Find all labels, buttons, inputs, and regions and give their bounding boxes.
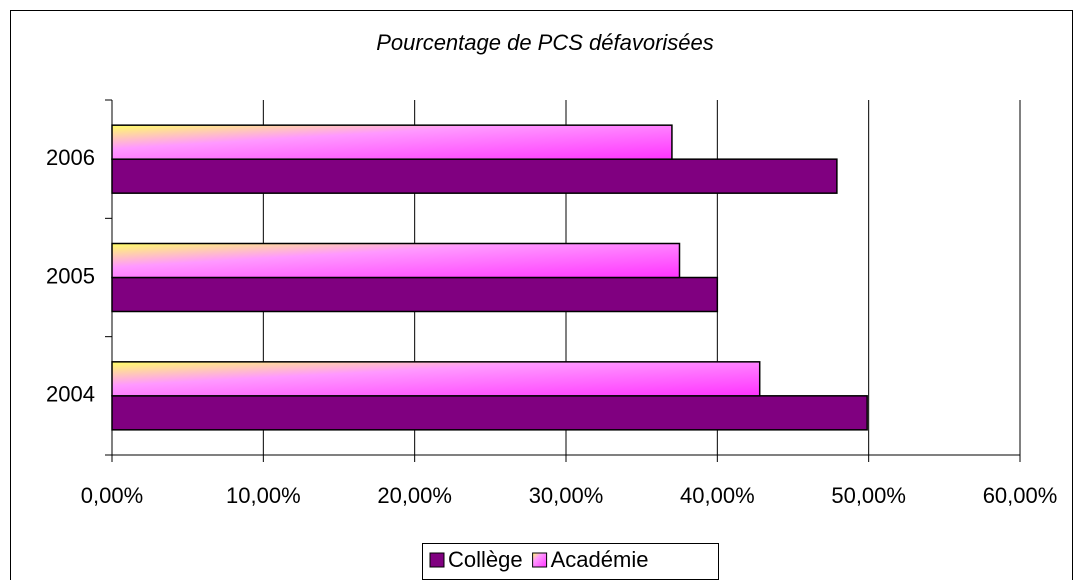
legend-swatch bbox=[532, 552, 548, 568]
x-tick-label: 20,00% bbox=[377, 483, 452, 508]
chart-title: Pourcentage de PCS défavorisées bbox=[376, 30, 714, 55]
bar bbox=[111, 361, 761, 397]
x-tick-label: 30,00% bbox=[529, 483, 604, 508]
bar bbox=[111, 158, 838, 194]
bar bbox=[111, 124, 673, 160]
x-tick-label: 0,00% bbox=[81, 483, 143, 508]
legend-frame bbox=[422, 543, 719, 580]
legend-label: Académie bbox=[551, 547, 649, 572]
legend: Collège Académie bbox=[422, 543, 719, 580]
y-tick-label: 2006 bbox=[46, 145, 95, 170]
bar bbox=[111, 276, 719, 313]
x-tick-label: 50,00% bbox=[831, 483, 906, 508]
x-tick-label: 10,00% bbox=[226, 483, 301, 508]
bar bbox=[111, 242, 681, 279]
y-tick-label: 2005 bbox=[46, 263, 95, 288]
y-tick-label: 2004 bbox=[46, 382, 95, 407]
x-tick-label: 60,00% bbox=[983, 483, 1058, 508]
bar bbox=[111, 395, 868, 431]
legend-label: Collège bbox=[448, 547, 523, 572]
legend-swatch bbox=[429, 552, 445, 568]
x-tick-label: 40,00% bbox=[680, 483, 755, 508]
